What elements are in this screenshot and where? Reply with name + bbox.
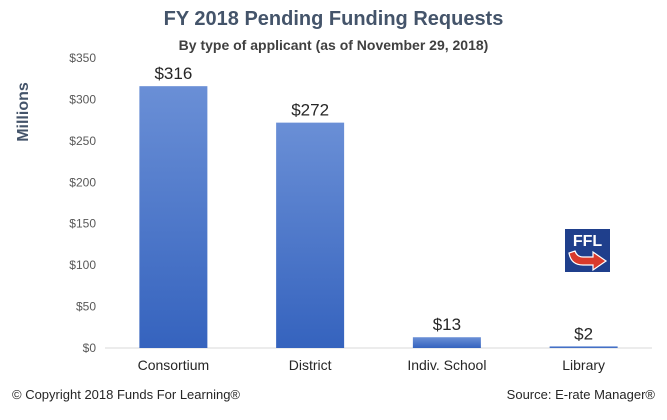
y-tick-label: $350 (69, 51, 96, 65)
x-tick-label: Indiv. School (407, 357, 486, 373)
y-tick-label: $0 (83, 341, 97, 355)
data-label: $2 (574, 324, 593, 343)
x-tick-label: Library (562, 357, 605, 373)
source-text: Source: E-rate Manager® (506, 387, 655, 402)
y-tick-label: $150 (69, 217, 96, 231)
data-label: $272 (291, 101, 329, 120)
ffl-logo: FFL (565, 229, 610, 272)
x-tick-label: Consortium (138, 357, 210, 373)
chart-title: FY 2018 Pending Funding Requests (163, 8, 504, 30)
y-tick-label: $200 (69, 175, 96, 189)
y-tick-label: $300 (69, 92, 96, 106)
y-tick-label: $100 (69, 258, 96, 272)
data-label: $316 (154, 64, 192, 83)
copyright-text: © Copyright 2018 Funds For Learning® (12, 387, 241, 402)
x-tick-label: District (289, 357, 332, 373)
chart-subtitle: By type of applicant (as of November 29,… (178, 37, 489, 53)
data-label: $13 (433, 315, 461, 334)
bar (412, 337, 481, 348)
bar (549, 346, 618, 348)
ffl-logo-arrow-icon: FFL (565, 229, 610, 272)
bar (139, 86, 208, 349)
y-tick-label: $250 (69, 134, 96, 148)
bar (276, 122, 345, 348)
ffl-logo-text: FFL (573, 233, 603, 250)
y-tick-label: $50 (76, 300, 96, 314)
